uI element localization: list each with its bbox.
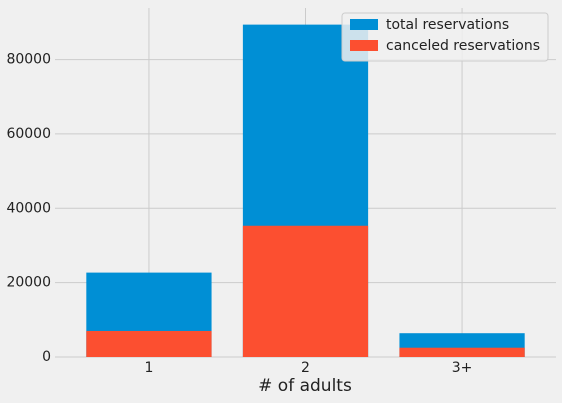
y-tick-label: 0	[42, 349, 51, 365]
legend-label: canceled reservations	[386, 38, 540, 54]
y-tick-label: 40000	[6, 200, 51, 216]
x-tick-label: 2	[301, 360, 310, 376]
x-tick-label: 1	[144, 360, 153, 376]
legend-swatch	[350, 40, 378, 51]
legend-box	[341, 12, 549, 62]
y-tick-label: 80000	[6, 52, 51, 68]
legend-label: total reservations	[386, 17, 509, 33]
bar	[86, 330, 212, 357]
y-tick-label: 20000	[6, 275, 51, 291]
legend-swatch	[350, 19, 378, 30]
bar	[242, 225, 369, 357]
x-tick-label: 3+	[452, 360, 473, 376]
x-axis-label: # of adults	[258, 376, 352, 396]
y-tick-label: 60000	[6, 126, 51, 142]
bar	[399, 347, 525, 357]
